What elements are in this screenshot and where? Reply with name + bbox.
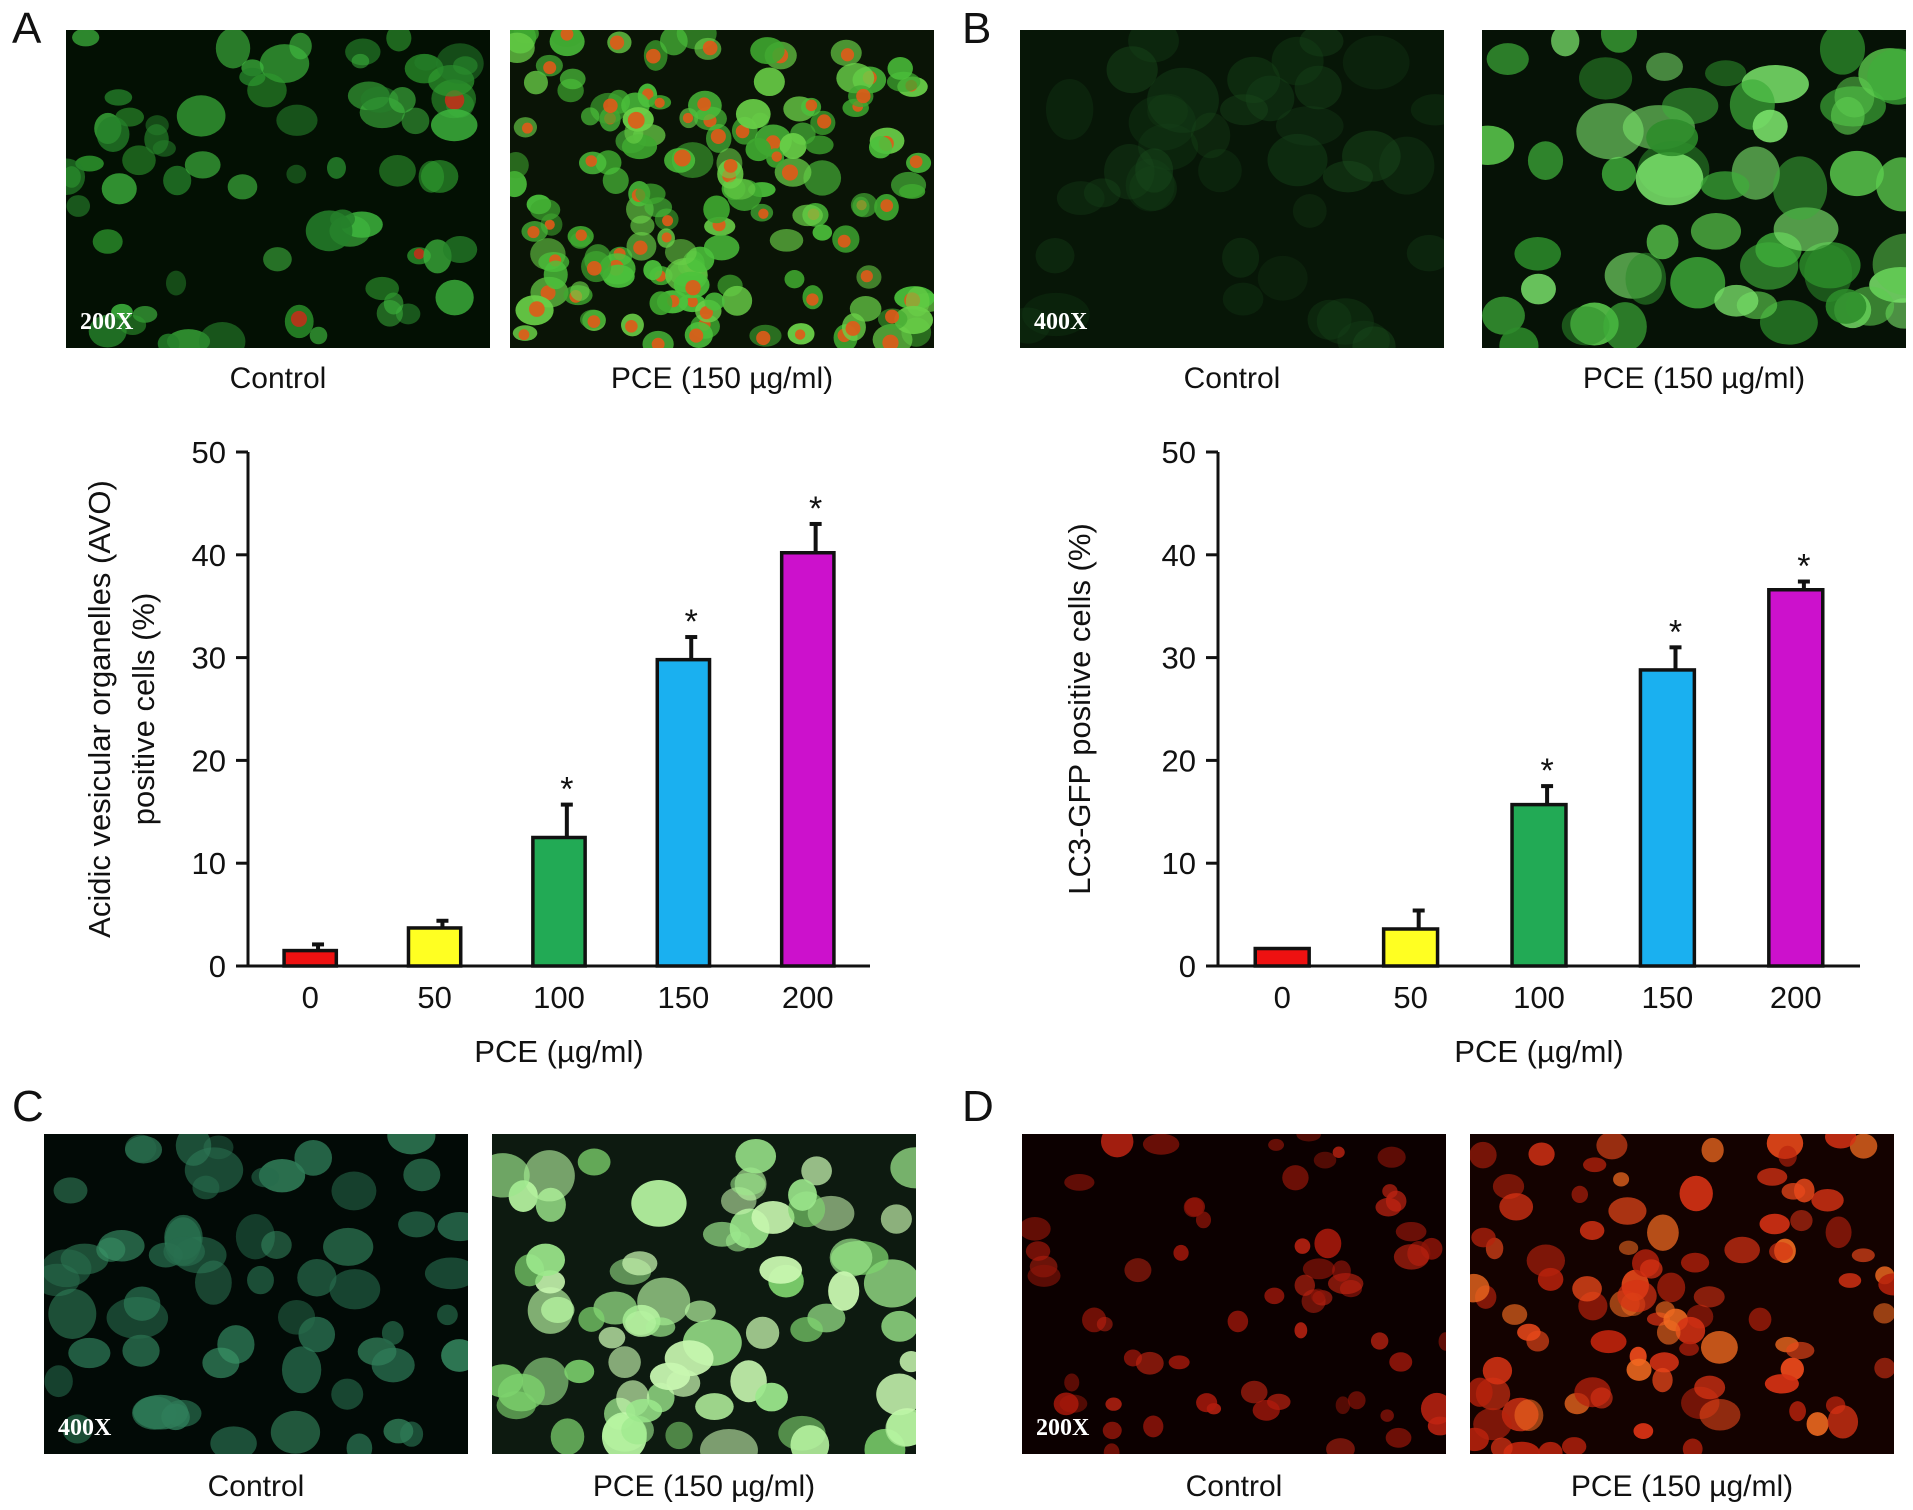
micrograph-c-pce <box>492 1134 916 1454</box>
x-tick-label: 50 <box>1393 980 1427 1015</box>
significance-marker: * <box>560 771 573 809</box>
significance-marker: * <box>1669 613 1682 651</box>
micrograph-b-control-image <box>1020 30 1444 348</box>
y-axis-label: positive cells (%) <box>126 593 161 826</box>
bar <box>1381 927 1440 968</box>
bar-chart-lc3-gfp: 0 10 20 30 40 50 LC3-GFP positive cells (%) 0 50… <box>1062 435 1860 1069</box>
micrograph-d-control: 200X <box>1022 1134 1446 1454</box>
bar <box>531 835 587 968</box>
caption-d-control: Control <box>1185 1470 1283 1503</box>
micrograph-b-pce <box>1482 30 1906 348</box>
significance-marker: * <box>809 490 822 528</box>
y-tick-label: 50 <box>192 435 226 470</box>
x-tick-label: 0 <box>1274 980 1291 1015</box>
micrograph-c-control: 400X <box>44 1134 468 1454</box>
significance-marker: * <box>685 603 698 641</box>
y-tick-label: 20 <box>192 743 226 778</box>
magnification-label: 400X <box>58 1415 112 1441</box>
x-tick-label: 200 <box>1770 980 1822 1015</box>
panel-letter-b: B <box>962 4 992 53</box>
micrograph-a-control: 200X <box>66 30 490 348</box>
micrograph-c-pce-image <box>492 1134 916 1454</box>
panel-letter-a: A <box>12 4 42 53</box>
x-tick-label: 200 <box>782 980 834 1015</box>
caption-a-pce: PCE (150 µg/ml) <box>610 362 834 395</box>
caption-b-control: Control <box>1183 362 1281 395</box>
significance-marker: * <box>1797 548 1810 586</box>
x-tick-label: 0 <box>302 980 319 1015</box>
caption-c-pce: PCE (150 µg/ml) <box>592 1470 816 1503</box>
micrograph-b-pce-image <box>1482 30 1906 348</box>
y-axis-label: LC3-GFP positive cells (%) <box>1062 523 1097 895</box>
magnification-label: 200X <box>80 309 134 335</box>
bar <box>1767 588 1825 968</box>
y-tick-label: 50 <box>1162 435 1196 470</box>
bar <box>1638 668 1697 968</box>
caption-a-control: Control <box>229 362 327 395</box>
y-tick-label: 10 <box>192 846 226 881</box>
x-tick-label: 50 <box>417 980 451 1015</box>
y-tick-label: 0 <box>209 949 226 984</box>
bar-chart-avo: 0 10 20 30 40 50 Acidic vesicular organelles (… <box>82 435 870 1069</box>
micrograph-d-control-image <box>1022 1134 1446 1454</box>
y-axis-label: Acidic vesicular organelles (AVO) <box>82 480 117 938</box>
bar <box>779 550 836 968</box>
bar <box>282 948 339 968</box>
bar <box>1510 802 1568 968</box>
micrograph-a-control-image <box>66 30 490 348</box>
y-tick-label: 40 <box>1162 538 1196 573</box>
caption-b-pce: PCE (150 µg/ml) <box>1582 362 1806 395</box>
magnification-label: 200X <box>1036 1415 1090 1441</box>
caption-c-control: Control <box>207 1470 305 1503</box>
y-tick-label: 10 <box>1162 846 1196 881</box>
bar <box>406 926 463 968</box>
bar <box>655 657 712 968</box>
micrograph-a-pce <box>510 30 934 348</box>
x-tick-label: 150 <box>658 980 710 1015</box>
panel-letter-d: D <box>962 1082 994 1131</box>
bar <box>1253 946 1311 968</box>
x-tick-label: 100 <box>533 980 585 1015</box>
significance-marker: * <box>1540 752 1553 790</box>
magnification-label: 400X <box>1034 309 1088 335</box>
panel-letter-c: C <box>12 1082 44 1131</box>
y-tick-label: 20 <box>1162 743 1196 778</box>
x-axis-label: PCE (µg/ml) <box>474 1034 643 1069</box>
y-tick-label: 40 <box>192 538 226 573</box>
y-tick-label: 0 <box>1179 949 1196 984</box>
y-tick-label: 30 <box>1162 641 1196 676</box>
micrograph-d-pce-image <box>1470 1134 1894 1454</box>
micrograph-a-pce-image <box>510 30 934 348</box>
y-tick-label: 30 <box>192 641 226 676</box>
x-axis-label: PCE (µg/ml) <box>1454 1034 1623 1069</box>
x-tick-label: 100 <box>1513 980 1565 1015</box>
micrograph-d-pce <box>1470 1134 1894 1454</box>
caption-d-pce: PCE (150 µg/ml) <box>1570 1470 1794 1503</box>
micrograph-b-control: 400X <box>1020 30 1444 348</box>
micrograph-c-control-image <box>44 1134 468 1454</box>
x-tick-label: 150 <box>1642 980 1694 1015</box>
